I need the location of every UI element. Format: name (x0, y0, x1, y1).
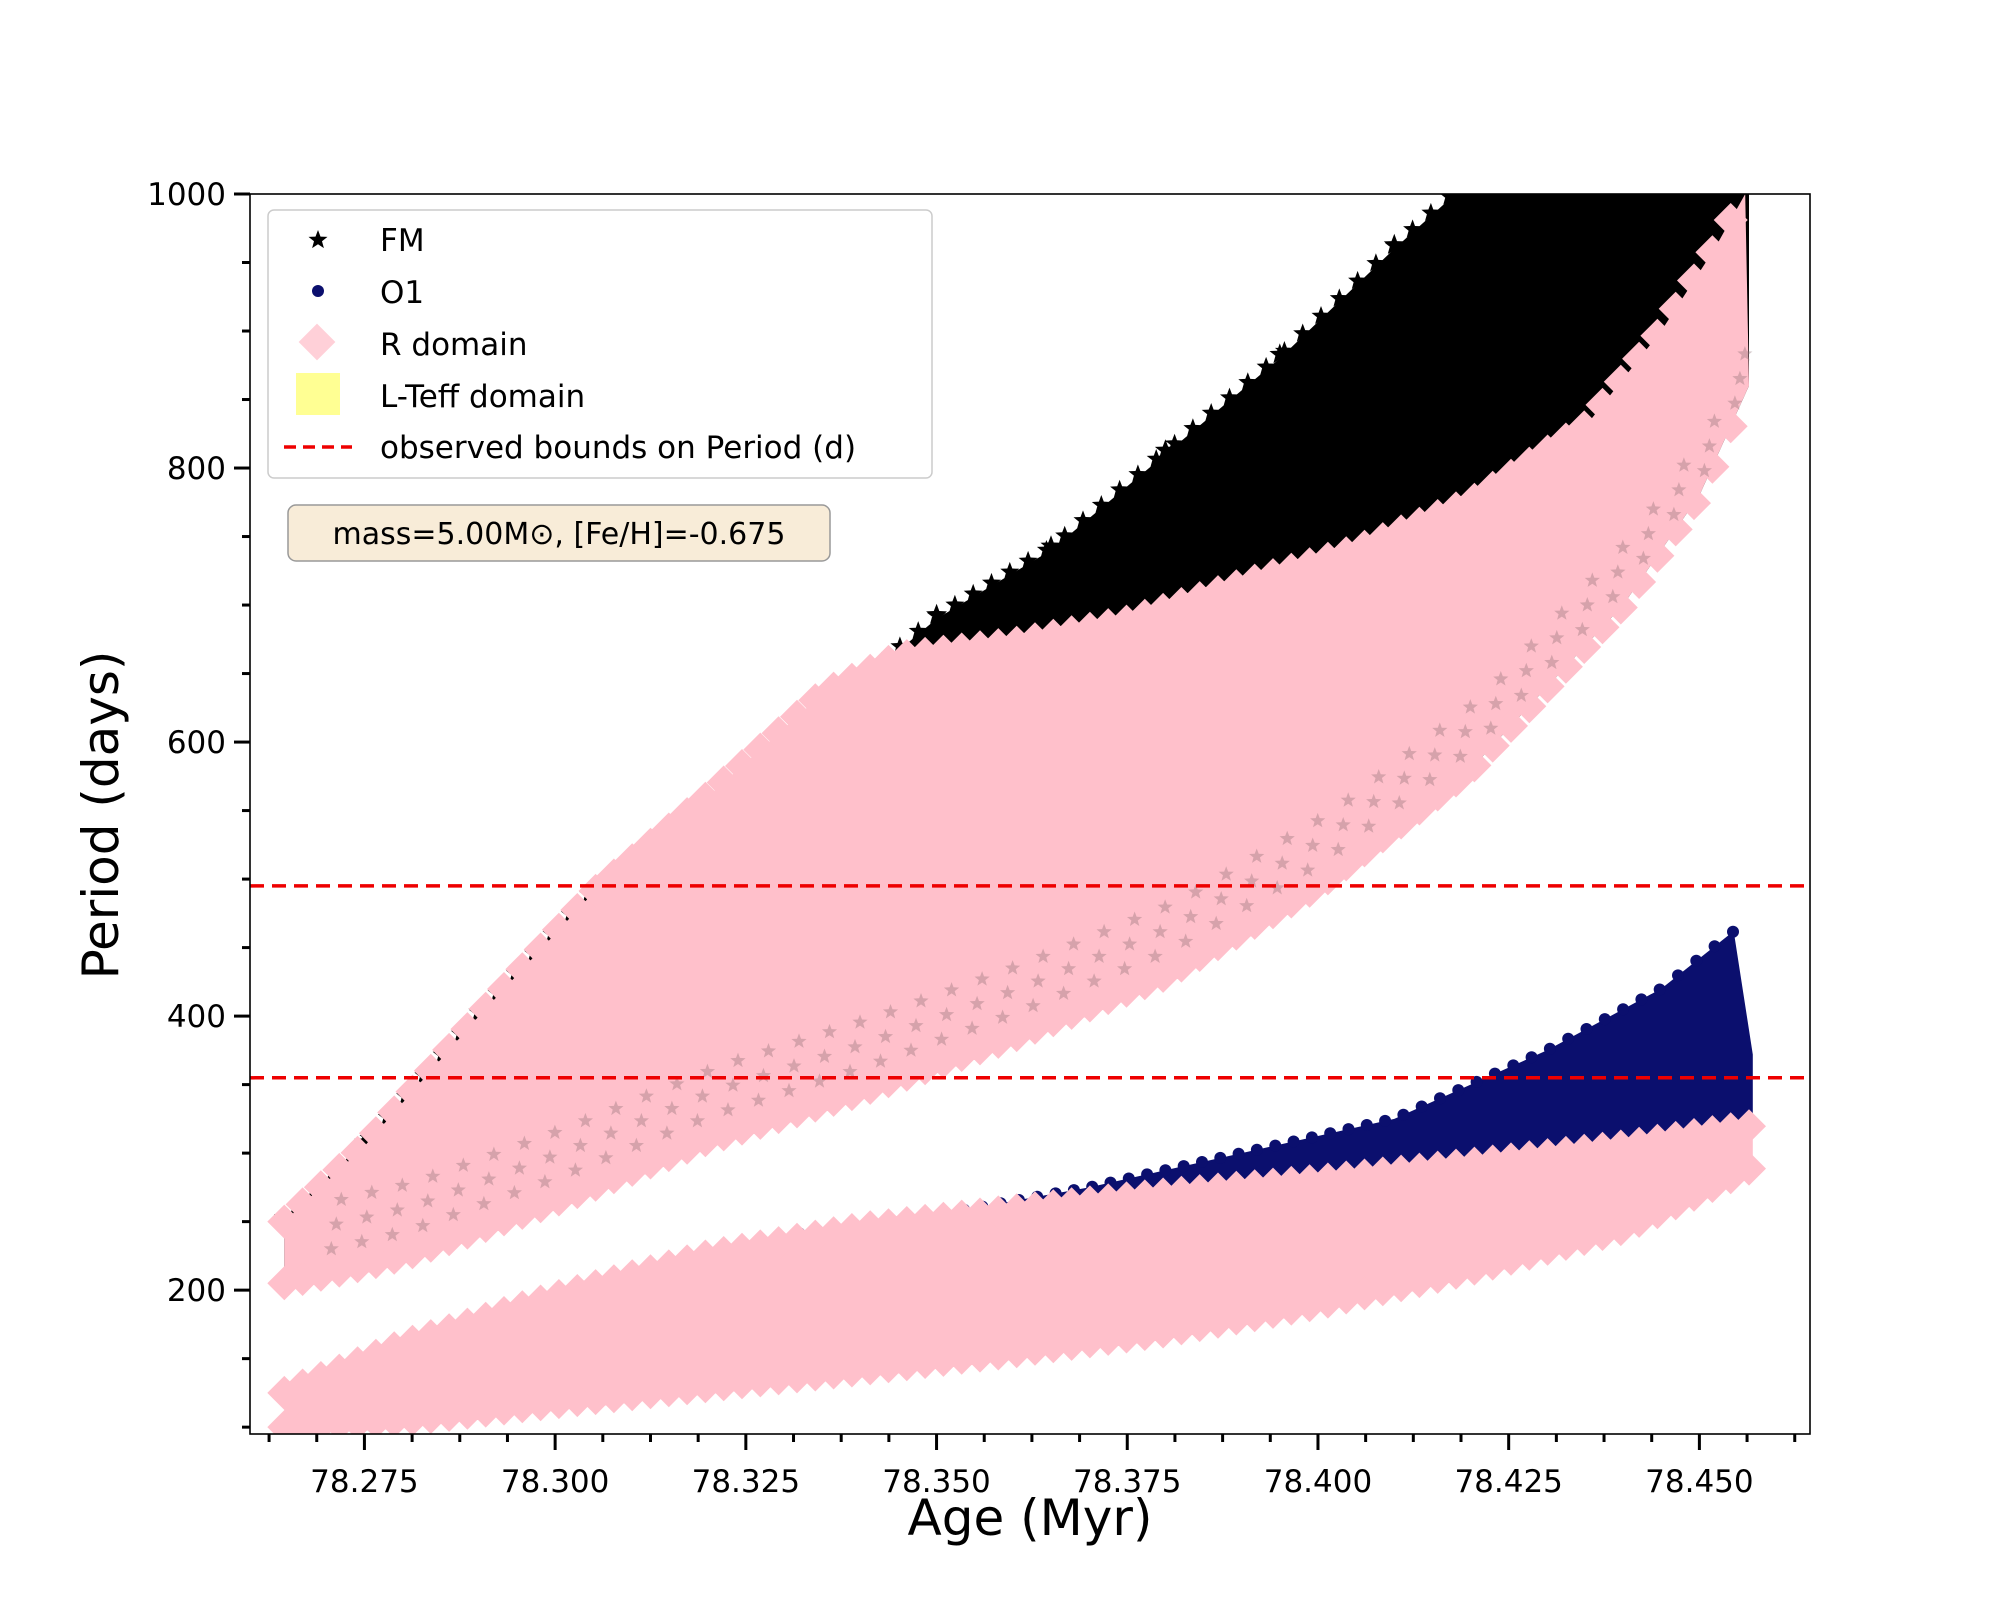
o1-marker (1360, 1119, 1373, 1131)
o1-marker (1672, 969, 1684, 982)
o1-marker (1196, 1156, 1208, 1168)
o1-marker (1159, 1164, 1172, 1177)
o1-marker (1617, 1003, 1630, 1016)
x-tick-label: 78.300 (501, 1464, 609, 1500)
legend-circle-icon (312, 285, 324, 297)
o1-marker (1635, 993, 1648, 1006)
o1-marker (1434, 1092, 1446, 1105)
o1-marker (1232, 1147, 1245, 1160)
o1-marker (1727, 925, 1739, 938)
y-axis-label: Period (days) (72, 651, 130, 980)
o1-marker (1324, 1127, 1337, 1140)
plot-frame (249, 193, 1811, 1435)
r-domain-band (284, 194, 1749, 1284)
o1-marker (1708, 940, 1721, 953)
observed-bounds (250, 884, 1810, 1080)
x-tick-label: 78.450 (1645, 1464, 1753, 1500)
o1-marker (1598, 1013, 1611, 1026)
o1-marker (1122, 1172, 1135, 1185)
legend-square-icon (296, 373, 340, 415)
legend: FM O1 R domain L-Teff domain observed bo… (267, 209, 933, 479)
o1-marker (1214, 1151, 1227, 1164)
o1-marker (1342, 1123, 1355, 1136)
parameter-annotation: mass=5.00M⊙, [Fe/H]=-0.675 (287, 504, 831, 562)
fm-star-trace-markers (323, 346, 1753, 1256)
o1-marker (1379, 1114, 1392, 1127)
o1-marker (1141, 1168, 1154, 1181)
fm-star-markers (273, 194, 1462, 1227)
annotation-box (287, 504, 831, 562)
x-tick-label: 78.275 (310, 1464, 418, 1500)
x-axis-ticks: 78.275 78.300 78.325 78.350 78.375 78.400 78.4… (267, 1434, 1797, 1500)
x-tick-label: 78.375 (1073, 1464, 1181, 1500)
x-axis-label: Age (Myr) (908, 1489, 1153, 1547)
y-tick-label: 600 (167, 725, 226, 761)
o1-marker (1287, 1135, 1300, 1148)
o1-marker (1543, 1042, 1556, 1055)
o1-marker (1397, 1108, 1410, 1121)
o1-marker (1305, 1131, 1318, 1144)
r-domain-region-2 (267, 1109, 1766, 1434)
r-domain-diamond-markers (267, 1109, 1766, 1434)
x-tick-label: 78.425 (1454, 1464, 1562, 1500)
y-tick-label: 400 (167, 999, 226, 1035)
legend-label-o1: O1 (380, 275, 424, 311)
y-tick-label: 200 (167, 1273, 226, 1309)
legend-star-icon (308, 230, 328, 249)
o1-marker (1415, 1100, 1428, 1113)
o1-marker (1269, 1139, 1282, 1152)
o1-marker (1507, 1059, 1520, 1072)
o1-marker (1562, 1032, 1575, 1045)
x-tick-label: 78.350 (882, 1464, 990, 1500)
x-tick-label: 78.400 (1264, 1464, 1372, 1500)
y-axis-ticks: 200 400 600 800 1000 (147, 177, 250, 1429)
o1-marker (1690, 954, 1703, 967)
y-tick-label: 800 (167, 451, 226, 487)
o1-marker (1452, 1084, 1465, 1097)
annotation-text: mass=5.00M⊙, [Fe/H]=-0.675 (333, 517, 786, 552)
o1-marker (1525, 1051, 1538, 1064)
y-tick-label: 1000 (147, 177, 226, 213)
r-domain-region-1 (267, 194, 1749, 1301)
plot-data-layer (250, 194, 1810, 1434)
o1-marker (1177, 1160, 1190, 1173)
fm-star-traces (323, 346, 1753, 1256)
o1-marker (1580, 1023, 1593, 1035)
legend-label-observed-bounds: observed bounds on Period (d) (380, 430, 856, 466)
legend-label-fm: FM (380, 223, 425, 259)
legend-label-l-teff-domain: L-Teff domain (380, 379, 585, 415)
x-tick-label: 78.325 (692, 1464, 800, 1500)
legend-frame (267, 209, 933, 479)
legend-diamond-icon (298, 323, 336, 361)
o1-marker (1653, 983, 1666, 996)
o1-marker (1250, 1143, 1263, 1156)
r-domain-band (284, 1125, 1753, 1428)
legend-label-r-domain: R domain (380, 327, 528, 363)
